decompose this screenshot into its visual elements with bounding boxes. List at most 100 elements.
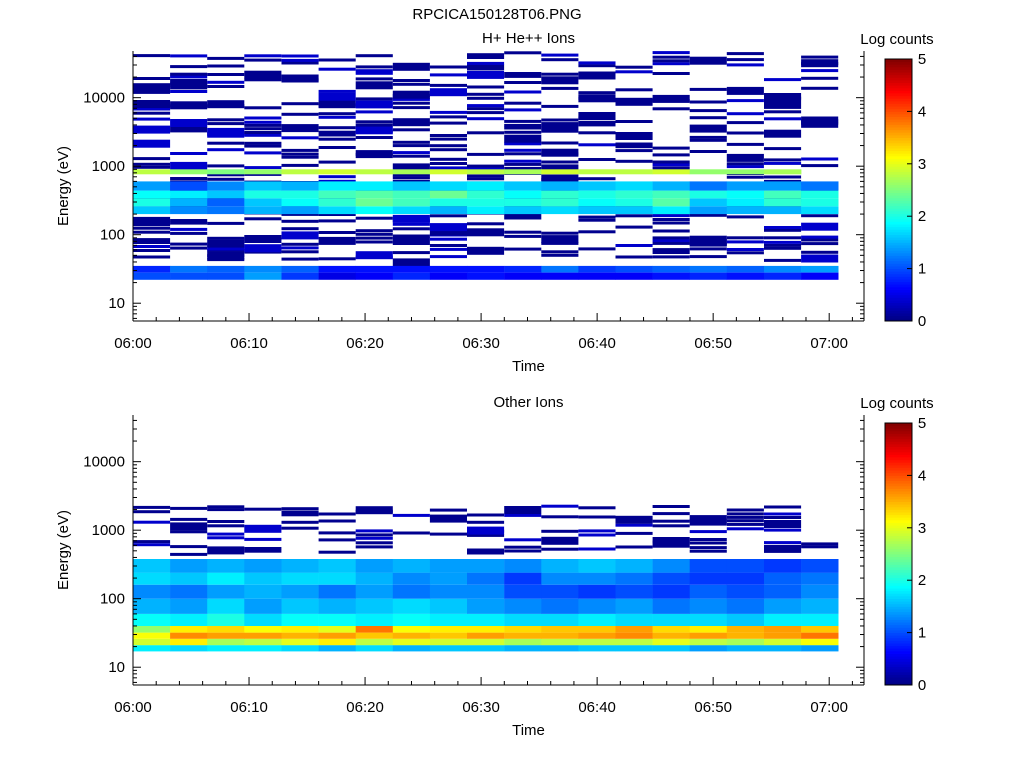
heatmap-cell xyxy=(689,190,728,199)
heatmap-cell xyxy=(318,572,356,585)
noise-cell xyxy=(281,112,319,116)
noise-cell xyxy=(207,127,245,136)
noise-cell xyxy=(170,242,208,246)
noise-cell xyxy=(281,507,319,511)
noise-cell xyxy=(689,150,727,153)
noise-cell xyxy=(170,517,208,521)
colorbar-swatch xyxy=(885,538,912,542)
noise-cell xyxy=(392,214,430,223)
heatmap-cell xyxy=(392,598,431,614)
noise-cell xyxy=(541,160,579,164)
heatmap-cell xyxy=(652,584,690,599)
colorbar-tick-label: 2 xyxy=(918,208,926,225)
heatmap-cell xyxy=(392,584,431,599)
noise-cell xyxy=(281,231,319,240)
noise-cell xyxy=(504,72,542,75)
noise-cell xyxy=(170,72,208,76)
colorbar-swatch xyxy=(885,462,912,466)
noise-cell xyxy=(318,236,356,245)
noise-cell xyxy=(392,106,430,110)
noise-cell xyxy=(429,88,467,97)
noise-cell xyxy=(392,62,430,71)
noise-cell xyxy=(541,547,579,551)
colorbar-swatch xyxy=(885,192,912,196)
noise-cell xyxy=(318,531,356,535)
heatmap-cell xyxy=(207,169,245,175)
noise-cell xyxy=(170,161,208,170)
noise-cell xyxy=(244,537,282,541)
colorbar-swatch xyxy=(885,457,912,461)
noise-cell xyxy=(467,533,505,537)
noise-cell xyxy=(726,63,764,67)
heatmap-cell xyxy=(170,645,208,652)
colorbar-swatch xyxy=(885,441,912,445)
noise-cell xyxy=(652,537,690,545)
noise-cell xyxy=(578,91,616,95)
noise-cell xyxy=(504,549,542,553)
heatmap-cell xyxy=(689,206,728,215)
colorbar-swatch xyxy=(885,609,912,613)
heatmap-cell xyxy=(541,265,579,273)
colorbar-swatch xyxy=(885,582,912,586)
noise-cell xyxy=(467,246,505,255)
heatmap-cell xyxy=(764,584,802,599)
noise-cell xyxy=(170,75,208,79)
noise-cell xyxy=(355,54,393,58)
noise-cell xyxy=(355,77,393,81)
noise-cell xyxy=(578,529,616,533)
colorbar-swatch xyxy=(885,197,912,201)
noise-cell xyxy=(726,112,764,116)
noise-cell xyxy=(429,237,467,241)
heatmap-cell xyxy=(281,626,319,633)
noise-cell xyxy=(244,120,282,124)
noise-cell xyxy=(764,240,802,244)
noise-cell xyxy=(652,107,690,111)
noise-cell xyxy=(355,110,393,114)
heatmap-cell xyxy=(207,206,245,215)
heatmap-cell xyxy=(764,645,802,652)
heatmap-cell xyxy=(318,584,356,599)
colorbar-swatch xyxy=(885,106,912,110)
noise-cell xyxy=(392,258,430,267)
heatmap-cell xyxy=(281,198,319,207)
noise-cell xyxy=(244,172,282,176)
colorbar-swatch xyxy=(885,169,912,173)
noise-cell xyxy=(244,244,282,253)
x-tick-label: 06:30 xyxy=(462,335,500,352)
heatmap-cell xyxy=(392,198,431,207)
noise-cell xyxy=(541,174,579,183)
noise-cell xyxy=(689,515,727,524)
noise-cell xyxy=(281,136,319,140)
heatmap-cell xyxy=(244,272,282,280)
noise-cell xyxy=(689,124,727,133)
heatmap-cell xyxy=(615,206,653,215)
noise-cell xyxy=(207,134,245,138)
colorbar-swatch xyxy=(885,176,912,180)
heatmap-cell xyxy=(355,181,394,191)
noise-cell xyxy=(615,132,653,140)
heatmap-cell xyxy=(504,626,542,633)
y-axis-label: Energy (eV) xyxy=(55,146,72,226)
noise-cell xyxy=(392,531,430,535)
noise-cell xyxy=(615,159,653,163)
noise-cell xyxy=(467,174,505,178)
colorbar-swatch xyxy=(885,203,912,207)
noise-cell xyxy=(578,218,616,222)
noise-cell xyxy=(318,58,356,62)
noise-cell xyxy=(429,166,467,170)
heatmap-cell xyxy=(133,613,171,626)
heatmap-cell xyxy=(652,272,690,280)
colorbar-swatch xyxy=(885,161,912,165)
noise-cell xyxy=(652,72,690,75)
colorbar-swatch xyxy=(885,195,912,199)
noise-cell xyxy=(244,116,282,120)
heatmap-cell xyxy=(615,626,653,633)
heatmap-cell xyxy=(504,272,542,280)
heatmap-cell xyxy=(392,613,431,626)
noise-cell xyxy=(429,508,467,512)
colorbar-swatch xyxy=(885,650,912,654)
heatmap-cell xyxy=(726,190,765,199)
heatmap-cell xyxy=(392,181,431,191)
x-axis-label: Time xyxy=(512,358,545,375)
heatmap-cell xyxy=(467,638,505,646)
